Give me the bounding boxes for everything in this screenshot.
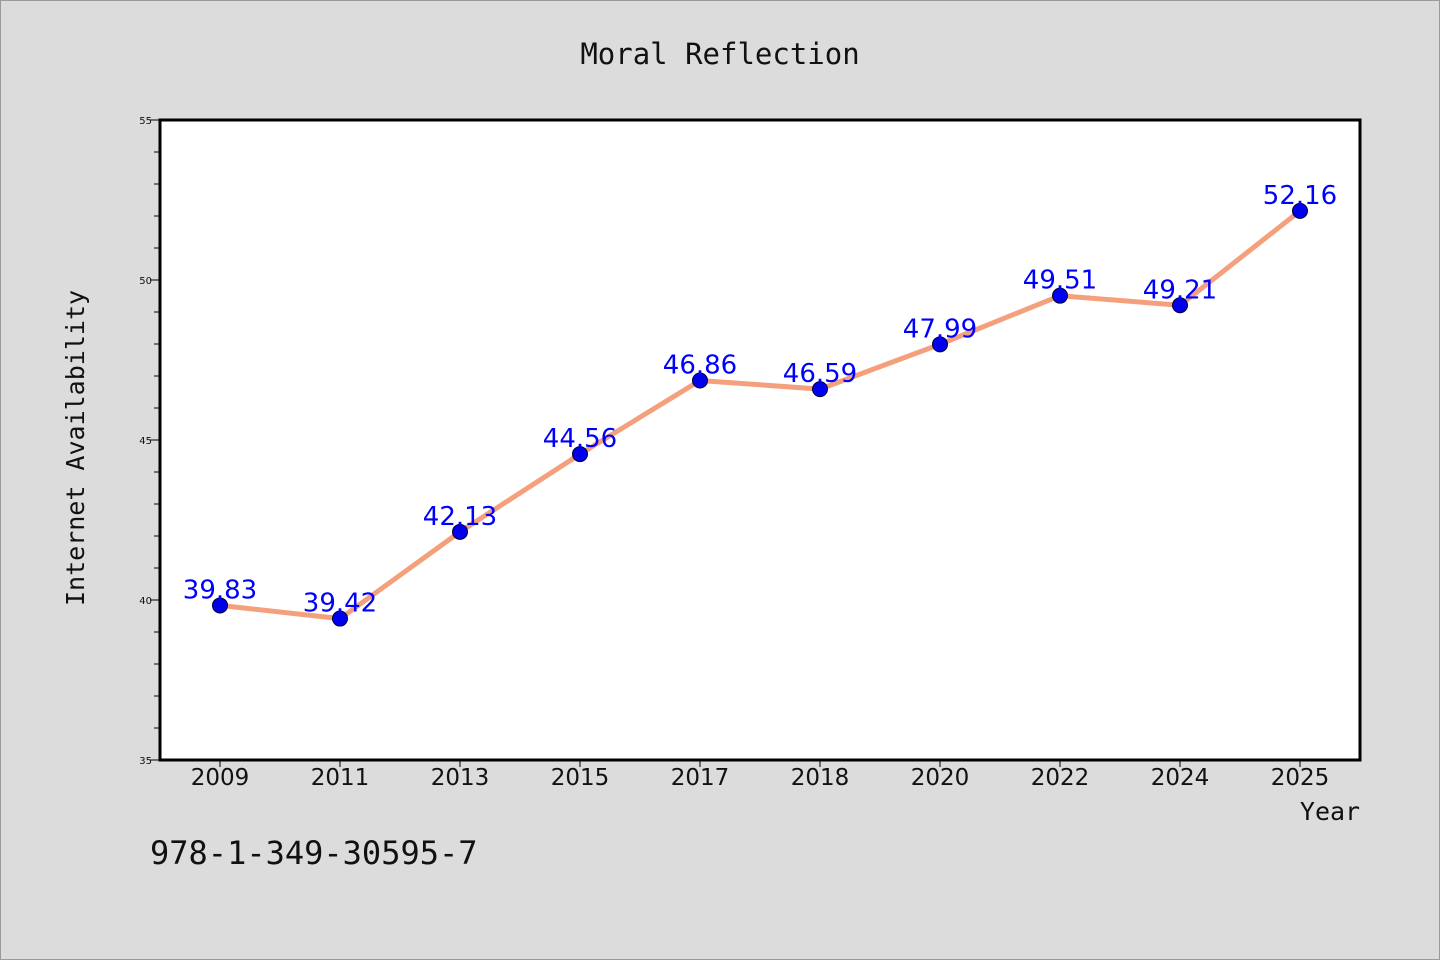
y-tick-label: 55 bbox=[139, 116, 152, 127]
x-tick-label: 2024 bbox=[1151, 765, 1210, 791]
data-point bbox=[452, 523, 468, 540]
data-label: 46.59 bbox=[783, 359, 857, 389]
data-label: 52.16 bbox=[1263, 181, 1337, 211]
x-tick-label: 2015 bbox=[551, 765, 610, 791]
y-tick-label: 40 bbox=[139, 596, 152, 607]
y-tick-label: 35 bbox=[139, 756, 152, 767]
data-label: 42.13 bbox=[423, 502, 497, 532]
y-tick-label: 50 bbox=[139, 276, 152, 287]
data-point bbox=[212, 597, 228, 614]
data-label: 46.86 bbox=[663, 350, 737, 380]
y-tick-label: 45 bbox=[139, 436, 152, 447]
data-point bbox=[572, 446, 588, 463]
data-label: 47.99 bbox=[903, 314, 977, 344]
data-point bbox=[1292, 202, 1308, 219]
x-tick-label: 2020 bbox=[911, 765, 970, 791]
data-point bbox=[332, 610, 348, 627]
data-label: 44.56 bbox=[543, 424, 617, 454]
x-tick-label: 2013 bbox=[431, 765, 490, 791]
data-label: 49.51 bbox=[1023, 266, 1097, 296]
y-axis: 35 40 45 50 55 bbox=[139, 116, 160, 767]
data-label-layer: 39.83 39.42 42.13 44.56 46.86 46.59 47.99 49.51… bbox=[183, 181, 1337, 619]
data-point bbox=[1052, 287, 1068, 304]
x-tick-label: 2017 bbox=[671, 765, 730, 791]
data-point bbox=[932, 336, 948, 353]
x-axis-label: Year bbox=[1300, 797, 1360, 826]
x-tick-label: 2009 bbox=[191, 765, 250, 791]
plot-area bbox=[158, 118, 1362, 762]
data-point bbox=[812, 381, 828, 398]
data-point bbox=[1172, 297, 1188, 314]
x-tick-label: 2025 bbox=[1271, 765, 1330, 791]
x-tick-label: 2022 bbox=[1031, 765, 1090, 791]
data-label: 49.21 bbox=[1143, 275, 1217, 305]
x-tick-label: 2011 bbox=[311, 765, 370, 791]
data-label: 39.42 bbox=[303, 589, 377, 619]
series-line bbox=[217, 208, 1303, 622]
series-layer bbox=[212, 202, 1308, 627]
chart-title: Moral Reflection bbox=[580, 37, 859, 71]
x-axis: 2009 2011 2013 2015 2017 2018 2020 2022 2024 2025 bbox=[191, 760, 1330, 791]
data-label: 39.83 bbox=[183, 575, 257, 605]
isbn-footer-text: 978-1-349-30595-7 bbox=[150, 834, 478, 872]
y-axis-label: Internet Availability bbox=[61, 290, 90, 606]
data-point bbox=[692, 372, 708, 389]
x-tick-label: 2018 bbox=[791, 765, 850, 791]
